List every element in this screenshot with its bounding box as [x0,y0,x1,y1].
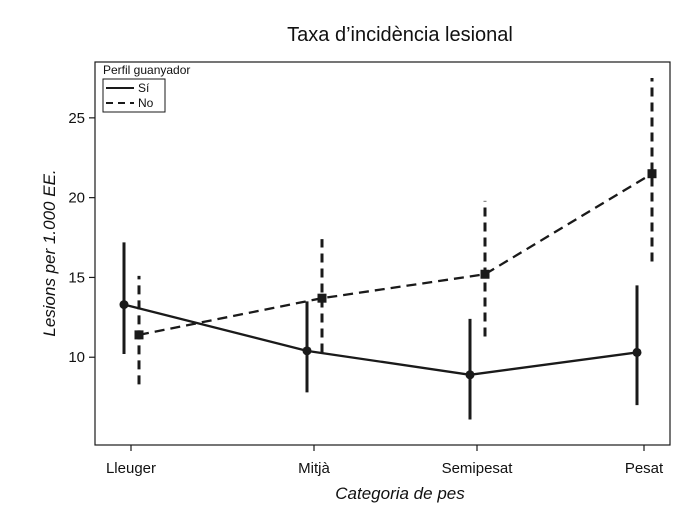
legend-title: Perfil guanyador [103,63,190,77]
x-axis-label: Categoria de pes [335,484,465,503]
data-point-no [480,269,490,279]
y-tick-label: 25 [68,110,85,127]
data-point-si [465,370,475,380]
data-point-si [302,346,312,356]
series-layer [119,77,657,420]
data-point-no [647,169,657,179]
legend-label-no: No [138,96,154,110]
x-tick-label: Lleuger [106,460,156,477]
x-tick-label: Pesat [625,460,664,477]
series-no [134,77,657,385]
x-axis: Lleuger Mitjà Semipesat Pesat [106,445,664,477]
x-tick-label: Semipesat [442,460,514,477]
y-axis-label: Lesions per 1.000 EE. [40,169,59,336]
x-tick-label: Mitjà [298,460,330,477]
series-line-si [123,303,638,376]
legend-label-si: Sí [138,81,150,95]
y-tick-label: 15 [68,269,85,286]
plot-area-frame [94,61,671,446]
legend-box [102,78,166,113]
legend: Perfil guanyador Sí No [98,63,238,113]
data-point-si [632,347,642,357]
data-point-no [134,330,144,340]
y-tick-label: 10 [68,349,85,366]
series-si [119,242,642,420]
data-point-si [119,300,129,310]
data-point-no [317,293,327,303]
chart-title: Taxa d’incidència lesional [287,24,513,46]
series-line-no [138,172,653,337]
y-tick-label: 20 [68,190,85,207]
y-axis: 10 15 20 25 [68,110,95,366]
